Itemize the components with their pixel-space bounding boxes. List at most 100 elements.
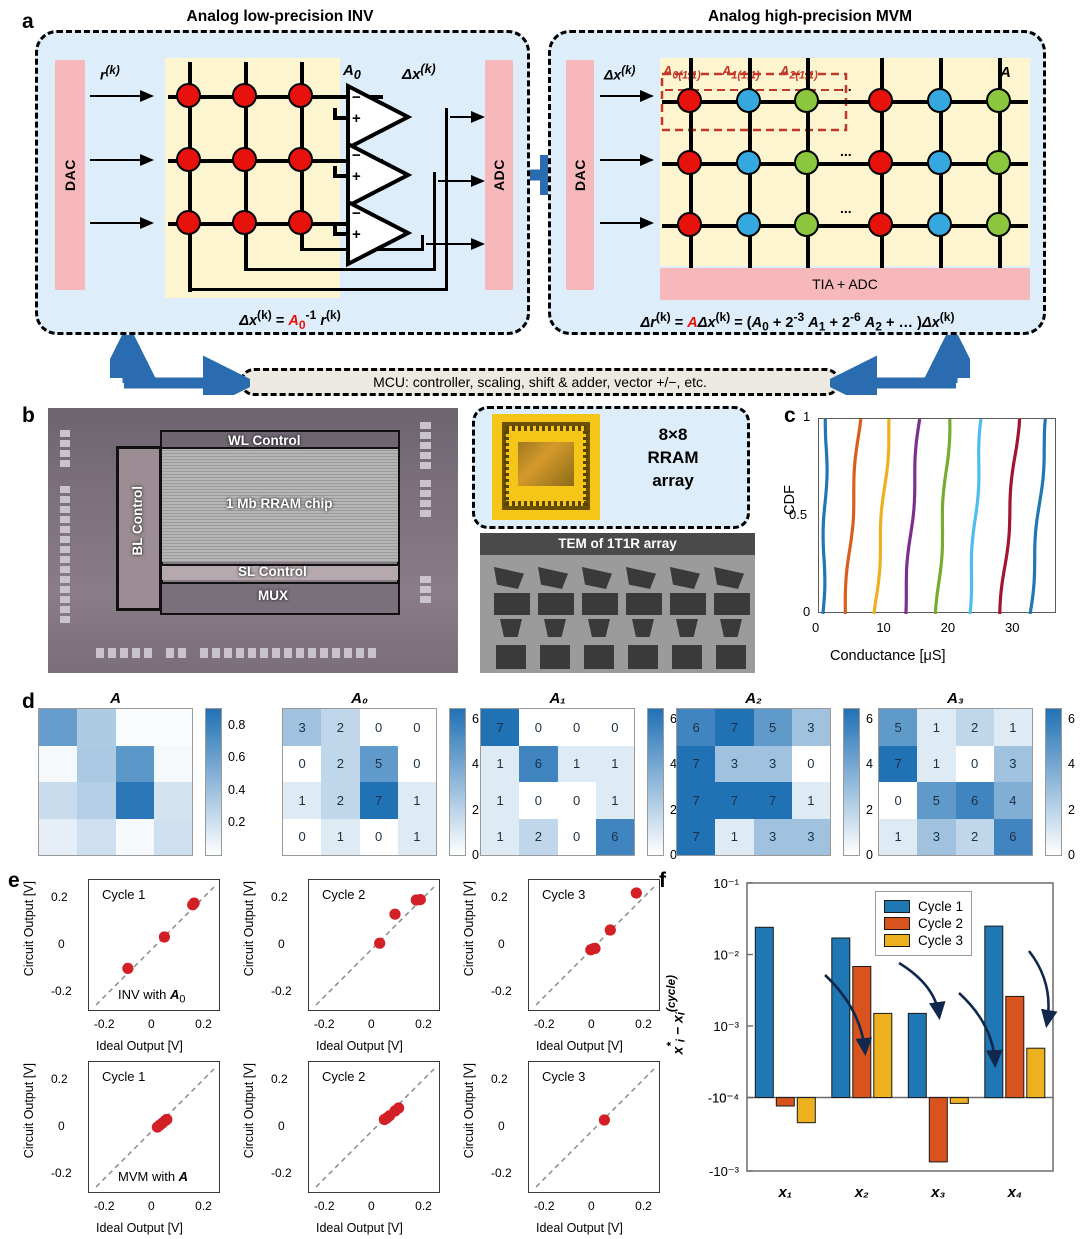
rram-cell bbox=[176, 147, 201, 172]
rram-cell bbox=[986, 212, 1011, 237]
dac-label-right: DAC bbox=[572, 159, 588, 191]
scatter-x-axis-label: Ideal Output [V] bbox=[316, 1039, 403, 1053]
bar bbox=[831, 937, 851, 1098]
heatmap-cell: 0 bbox=[557, 818, 596, 855]
opamp-group bbox=[333, 82, 413, 268]
legend-row: Cycle 2 bbox=[884, 916, 963, 931]
scatter-x-tick: 0 bbox=[148, 1199, 155, 1213]
scatter-x-axis-label: Ideal Output [V] bbox=[96, 1221, 183, 1235]
heatmap-colorbar bbox=[205, 708, 222, 856]
heatmap-cell: 0 bbox=[557, 782, 596, 819]
trend-arrow bbox=[824, 974, 873, 1057]
colorbar-tick: 2 bbox=[670, 802, 677, 817]
heatmap-cell: 7 bbox=[753, 782, 792, 819]
colorbar-tick: 4 bbox=[1068, 757, 1075, 772]
bar-x-tick: x₁ bbox=[777, 1184, 792, 1201]
scatter-y-tick: 0.2 bbox=[491, 1071, 508, 1086]
scatter-cycle-title: Cycle 1 bbox=[102, 1069, 146, 1084]
scatter-x-tick: 0 bbox=[368, 1017, 375, 1031]
heatmap-cell bbox=[77, 818, 116, 855]
rram-cell bbox=[986, 150, 1011, 175]
colorbar-tick: 6 bbox=[472, 711, 479, 726]
data-point bbox=[161, 1113, 173, 1126]
rram-cell bbox=[736, 150, 761, 175]
scatter-y-axis-label: Circuit Output [V] bbox=[242, 1063, 256, 1159]
bar-y-tick: 10⁻⁴ bbox=[712, 1091, 739, 1106]
bar-y-tick: 10⁻¹ bbox=[713, 876, 739, 891]
scatter-y-tick: -0.2 bbox=[51, 984, 72, 999]
heatmap-cell: 5 bbox=[917, 782, 956, 819]
heatmap-cell: 1 bbox=[283, 782, 322, 819]
scatter-x-tick: 0.2 bbox=[415, 1017, 432, 1031]
chip-main-border bbox=[160, 430, 400, 615]
scatter-x-tick: -0.2 bbox=[533, 1199, 555, 1213]
cdf-curve bbox=[1028, 419, 1047, 614]
scatter-x-tick: -0.2 bbox=[93, 1199, 115, 1213]
heatmap-cell: 2 bbox=[955, 709, 994, 746]
matrix-label-a0: A0 bbox=[343, 62, 361, 82]
colorbar-tick: 0 bbox=[1068, 848, 1075, 862]
rram-cell bbox=[677, 88, 702, 113]
bar bbox=[907, 1012, 927, 1098]
cdf-y-tick: 0.5 bbox=[789, 506, 808, 522]
cdf-x-tick: 30 bbox=[1004, 620, 1020, 635]
heatmap-cell: 0 bbox=[955, 745, 994, 782]
rram-array-inset-label: 8×8 RRAM array bbox=[618, 424, 728, 493]
opamp-plus-sign: + bbox=[352, 168, 361, 185]
scatter-y-tick: 0 bbox=[498, 937, 505, 951]
scatter-method-note: INV with A0 bbox=[118, 987, 186, 1006]
colorbar-tick: 0 bbox=[472, 848, 479, 862]
heatmap-cell: 0 bbox=[397, 709, 436, 746]
feedback-vert-3 bbox=[421, 235, 424, 251]
heatmap-cell: 5 bbox=[359, 745, 398, 782]
heatmap-cell: 2 bbox=[321, 709, 360, 746]
bar-chart-legend: Cycle 1 Cycle 2 Cycle 3 bbox=[875, 891, 973, 956]
feedback-wire-2 bbox=[244, 268, 436, 271]
tem-image-label: TEM of 1T1R array bbox=[480, 533, 755, 555]
heatmap-cell: 4 bbox=[993, 782, 1032, 819]
panel-a-right-title: Analog high-precision MVM bbox=[707, 8, 913, 25]
rram-array-region bbox=[162, 449, 398, 562]
cdf-curve bbox=[821, 419, 829, 614]
heatmap-cell: 0 bbox=[519, 782, 558, 819]
cdf-x-tick: 10 bbox=[876, 620, 891, 635]
heatmap-cell: 3 bbox=[753, 745, 792, 782]
input-label-right: Δx(k) bbox=[604, 64, 636, 83]
mux-label: MUX bbox=[258, 588, 288, 603]
rram-cell bbox=[677, 212, 702, 237]
panel-label-a: a bbox=[22, 10, 34, 33]
panel-label-e: e bbox=[8, 869, 20, 892]
rram-cell bbox=[927, 212, 952, 237]
scatter-x-tick: 0 bbox=[148, 1017, 155, 1031]
scatter-x-tick: -0.2 bbox=[93, 1017, 115, 1031]
scatter-x-tick: 0 bbox=[588, 1199, 595, 1213]
heatmap-title: A₀ bbox=[351, 690, 368, 707]
panel-label-c: c bbox=[784, 404, 796, 427]
legend-swatch bbox=[884, 934, 910, 947]
cdf-x-tick: 0 bbox=[812, 620, 820, 635]
heatmap-cell bbox=[77, 709, 116, 746]
heatmap-cell bbox=[115, 782, 154, 819]
sl-control-label: SL Control bbox=[238, 564, 307, 579]
trend-arrow bbox=[898, 961, 946, 1021]
colorbar-tick: 6 bbox=[670, 711, 677, 726]
heatmap-cell: 3 bbox=[993, 745, 1032, 782]
panel-a-architecture: a Analog low-precision INV Analog high-p… bbox=[0, 0, 1080, 400]
heatmap-cell: 0 bbox=[791, 745, 830, 782]
bar bbox=[1005, 995, 1025, 1099]
bar-y-tick: 10⁻² bbox=[713, 948, 739, 963]
scatter-x-axis-label: Ideal Output [V] bbox=[96, 1039, 183, 1053]
heatmap-cell: 1 bbox=[397, 818, 436, 855]
cdf-y-tick: 0 bbox=[803, 604, 811, 619]
rram-cell bbox=[868, 88, 893, 113]
scatter-x-tick: 0.2 bbox=[415, 1199, 432, 1213]
rram-cell bbox=[736, 88, 761, 113]
scatter-y-tick: 0 bbox=[278, 937, 285, 951]
rram-cell bbox=[868, 150, 893, 175]
feedback-wire-1 bbox=[188, 288, 448, 291]
heatmap-cell: 7 bbox=[677, 745, 716, 782]
heatmap-cell: 3 bbox=[791, 709, 830, 746]
scatter-x-axis-label: Ideal Output [V] bbox=[536, 1221, 623, 1235]
colorbar-tick: 0.8 bbox=[228, 717, 246, 732]
